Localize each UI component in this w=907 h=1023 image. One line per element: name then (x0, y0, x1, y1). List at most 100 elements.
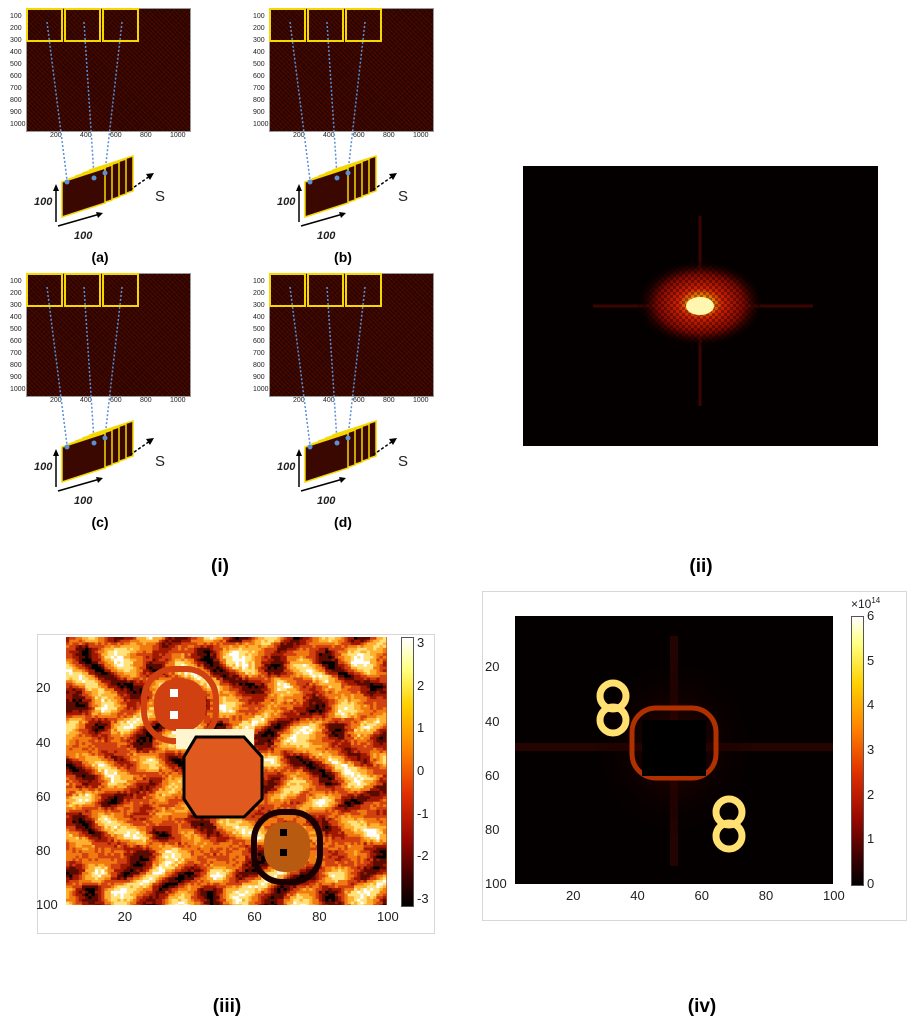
noise-ytick: 400 (253, 49, 265, 56)
window-box (307, 273, 344, 307)
noise-ytick: 500 (10, 326, 22, 333)
noise-ytick: 800 (253, 362, 265, 369)
noise-xtick: 400 (80, 397, 92, 404)
stack-width-label: 100 (74, 230, 93, 242)
phase-xtick: 80 (312, 909, 327, 924)
noise-ytick: 900 (10, 109, 22, 116)
stack-height-label: 100 (34, 196, 53, 208)
phase-xtick: 20 (117, 909, 133, 924)
phase-colorbar-tick: 1 (417, 720, 425, 736)
noise-xtick: 400 (323, 132, 335, 139)
noise-ytick: 100 (10, 13, 22, 20)
phase-colorbar-tick: -1 (417, 805, 429, 821)
noise-ytick: 700 (10, 85, 22, 92)
phase-xtick: 60 (247, 909, 262, 924)
phase-ytick: 20 (36, 680, 51, 696)
noise-ytick: 900 (10, 374, 22, 381)
noise-xtick: 1000 (170, 132, 186, 139)
amplitude-colorbar-tick: 3 (867, 742, 875, 757)
noise-ytick: 400 (10, 314, 22, 321)
subpanel-label: (c) (91, 514, 109, 530)
amplitude-colorbar-tick: 5 (867, 652, 875, 668)
noise-xtick: 800 (140, 397, 152, 404)
subpanel-label: (d) (334, 514, 352, 530)
diffraction-pattern-panel (523, 166, 878, 446)
noise-ytick: 300 (253, 302, 265, 309)
noise-ytick: 700 (10, 350, 22, 357)
stack-height-label: 100 (277, 461, 296, 473)
panel-label-iii: (iii) (212, 996, 242, 1017)
amplitude-colorbar-tick: 4 (867, 697, 875, 713)
stack-width-label: 100 (317, 230, 336, 242)
amplitude-colorbar (851, 616, 864, 886)
noise-ytick: 400 (253, 314, 265, 321)
patch-stack-diagram (46, 286, 154, 492)
noise-ytick: 500 (10, 61, 22, 68)
noise-ytick: 900 (253, 374, 265, 381)
stack-width-label: 100 (317, 495, 336, 507)
noise-ytick: 600 (253, 73, 265, 80)
window-box (26, 273, 63, 307)
noise-ytick: 800 (10, 362, 22, 369)
panel-label-i: (i) (211, 556, 229, 577)
window-box (102, 8, 139, 42)
noise-xtick: 600 (110, 132, 122, 139)
phase-colorbar-tick: 3 (417, 634, 425, 650)
phase-map-plot (66, 637, 387, 905)
noise-xtick: 200 (293, 132, 305, 139)
window-box (64, 273, 101, 307)
noise-ytick: 300 (10, 37, 22, 44)
subpanel-b: 100 200 300 400 500 600 700 800 900 1000 200 400 600… (253, 8, 434, 270)
noise-xtick: 600 (353, 132, 365, 139)
stack-height-label: 100 (34, 461, 53, 473)
window-box (345, 8, 382, 42)
amplitude-xtick: 20 (566, 888, 581, 903)
subpanel-c: 100 200 300 400 500 600 700 800 900 1000 200 400 600… (10, 273, 191, 535)
patch-stack-diagram (46, 21, 154, 227)
amplitude-xtick: 60 (694, 888, 709, 903)
phase-ytick: 100 (36, 897, 58, 912)
noise-pattern-image (269, 273, 434, 397)
noise-pattern-image (26, 8, 191, 132)
amplitude-ytick: 80 (485, 821, 500, 837)
patch-stack-diagram (289, 286, 397, 492)
noise-ytick: 300 (253, 37, 265, 44)
noise-xtick: 400 (80, 132, 92, 139)
noise-xtick: 600 (353, 397, 365, 404)
stack-width-label: 100 (74, 495, 93, 507)
amplitude-ytick: 40 (485, 713, 500, 729)
phase-xtick: 40 (182, 909, 197, 924)
noise-ytick: 300 (10, 302, 22, 309)
noise-xtick: 200 (50, 132, 62, 139)
phase-ytick: 80 (36, 842, 51, 858)
amplitude-map-image (515, 636, 833, 866)
diffraction-pattern-image (593, 216, 813, 406)
amplitude-ytick: 20 (485, 659, 500, 675)
amplitude-colorbar-tick: 1 (867, 831, 875, 847)
subpanel-label: (a) (91, 249, 109, 265)
noise-ytick: 200 (10, 25, 22, 32)
noise-xtick: 800 (140, 132, 152, 139)
amplitude-ytick: 100 (485, 876, 507, 891)
noise-ytick: 700 (253, 85, 265, 92)
amplitude-ytick: 60 (485, 767, 500, 783)
noise-ytick: 800 (10, 97, 22, 104)
stack-height-label: 100 (277, 196, 296, 208)
noise-xtick: 1000 (413, 397, 429, 404)
colorbar-exponent: ×1014 (851, 596, 881, 611)
noise-ytick: 800 (253, 97, 265, 104)
noise-ytick: 200 (253, 25, 265, 32)
noise-xtick: 200 (50, 397, 62, 404)
amplitude-colorbar-tick: 2 (867, 786, 875, 802)
phase-ytick: 40 (36, 734, 51, 750)
noise-ytick: 200 (10, 290, 22, 297)
noise-ytick: 1000 (10, 121, 26, 128)
window-box (307, 8, 344, 42)
noise-ytick: 600 (10, 338, 22, 345)
phase-colorbar-tick: -2 (417, 848, 429, 864)
noise-ytick: 1000 (253, 386, 269, 393)
window-box (269, 273, 306, 307)
noise-xtick: 1000 (413, 132, 429, 139)
noise-ytick: 100 (253, 13, 265, 20)
stack-s-label: S (398, 453, 409, 470)
